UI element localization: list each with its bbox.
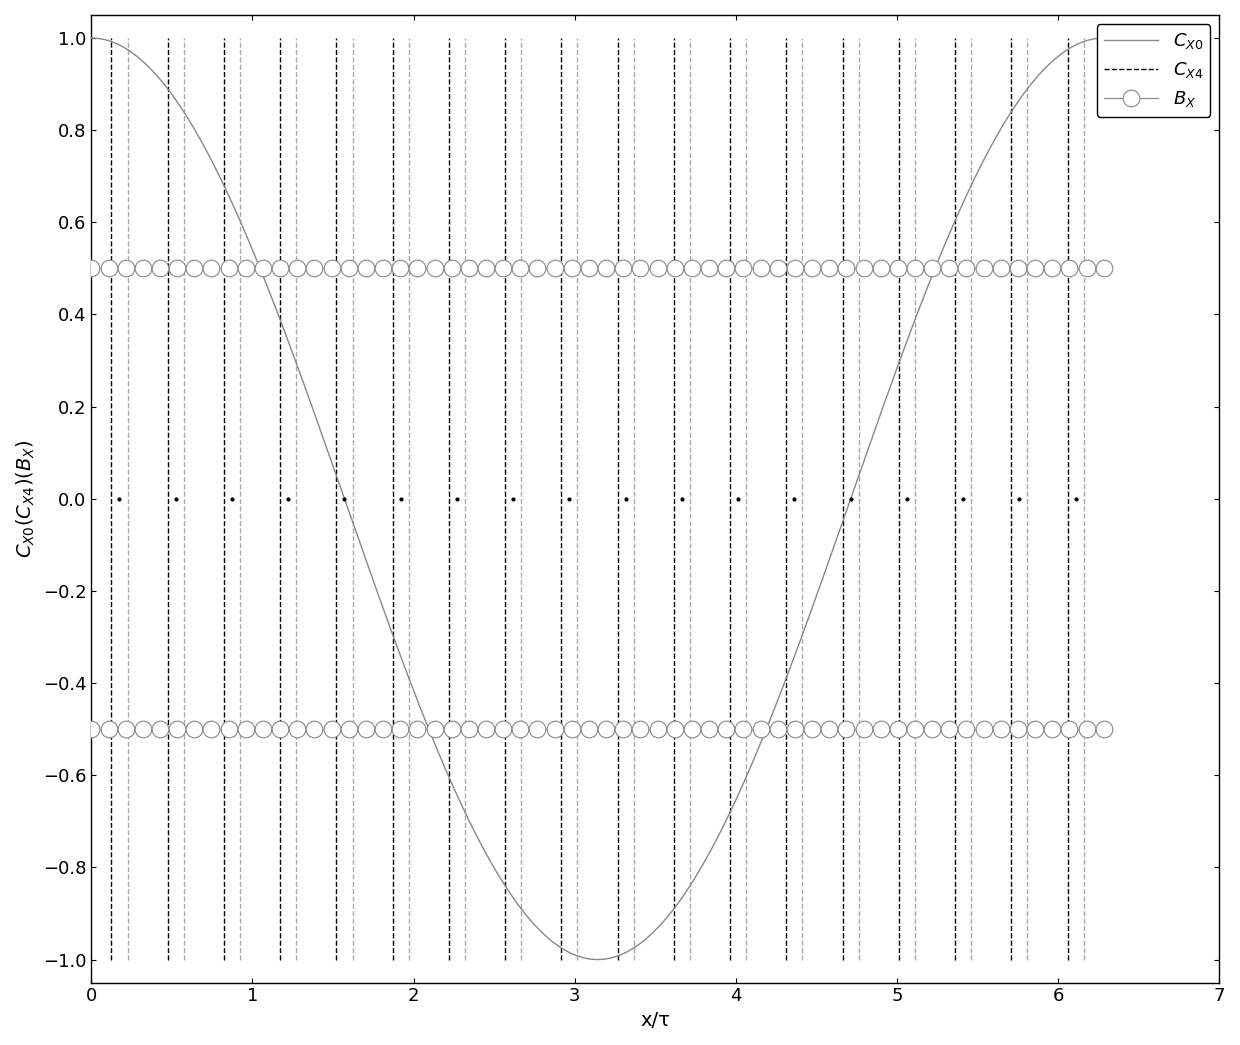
$C_{X0}$ bbox=[549, 938, 564, 951]
$C_{X0}$ bbox=[84, 31, 99, 44]
$B_X$ bbox=[1096, 262, 1111, 275]
$B_X$ bbox=[84, 262, 99, 275]
Line: $C_{X0}$: $C_{X0}$ bbox=[92, 38, 1104, 959]
$C_{X0}$ bbox=[882, 384, 897, 396]
$B_X$ bbox=[376, 262, 391, 275]
$C_{X0}$ bbox=[1096, 31, 1111, 44]
$B_X$ bbox=[410, 262, 425, 275]
$C_{X0}$ bbox=[135, 55, 150, 68]
X-axis label: x/τ: x/τ bbox=[640, 1011, 671, 1030]
$B_X$ bbox=[255, 262, 270, 275]
Legend: $C_{X0}$, $C_{X4}$, $B_X$: $C_{X0}$, $C_{X4}$, $B_X$ bbox=[1096, 24, 1210, 117]
$C_{X0}$ bbox=[577, 952, 591, 965]
$C_{X0}$ bbox=[1068, 39, 1083, 51]
$B_X$ bbox=[719, 262, 734, 275]
Line: $B_X$: $B_X$ bbox=[83, 260, 1112, 277]
$B_X$ bbox=[341, 262, 356, 275]
$B_X$ bbox=[427, 262, 441, 275]
Y-axis label: $C_{X0}(C_{X4})(B_X)$: $C_{X0}(C_{X4})(B_X)$ bbox=[15, 440, 37, 558]
$C_{X0}$ bbox=[590, 953, 605, 966]
$C_{X0}$ bbox=[1066, 40, 1081, 52]
